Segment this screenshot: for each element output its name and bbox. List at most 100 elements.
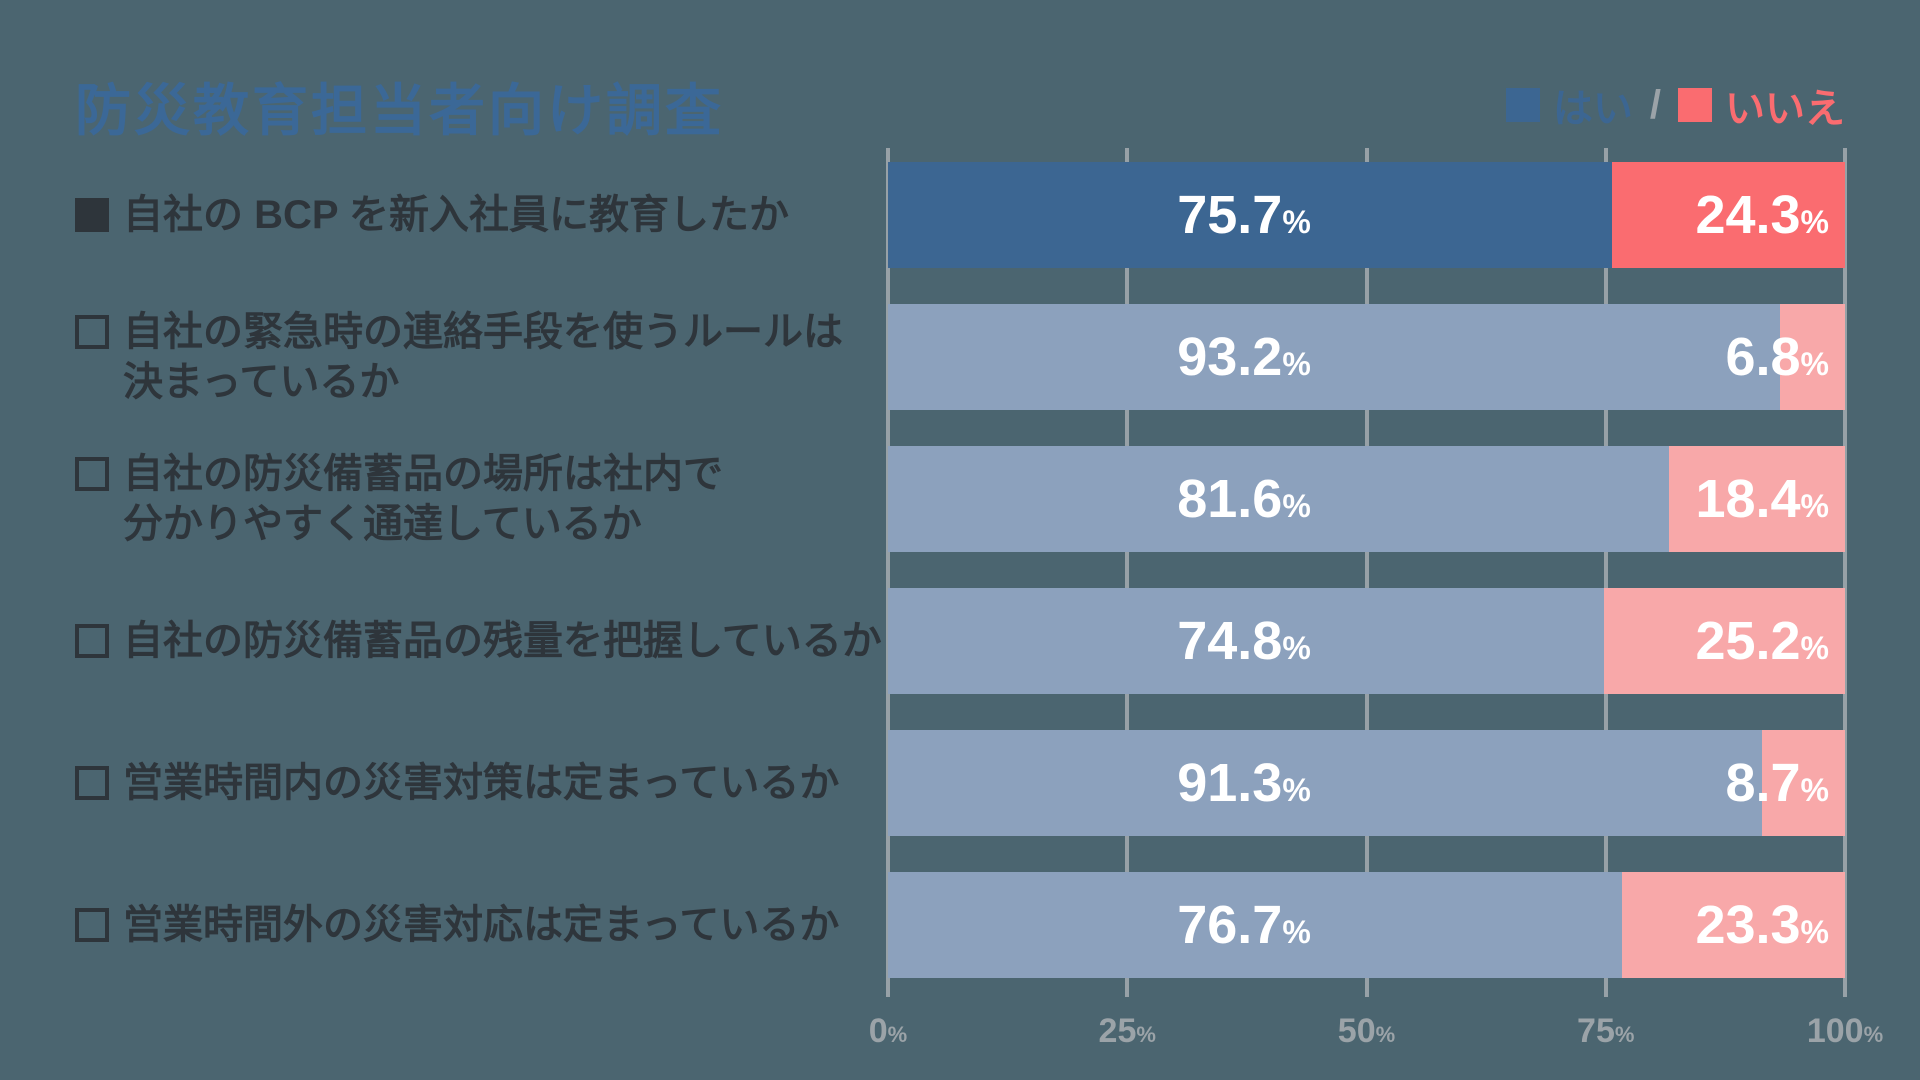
percent-suffix: % bbox=[1800, 204, 1829, 240]
percent-suffix: % bbox=[1282, 630, 1311, 666]
tick-number: 50 bbox=[1337, 1012, 1376, 1050]
no-value-label: 23.3% bbox=[1695, 872, 1829, 978]
bar-row-5: 91.3% 8.7% bbox=[888, 730, 1845, 836]
no-value-label: 8.7% bbox=[1725, 730, 1829, 836]
value-number: 18.4 bbox=[1695, 469, 1801, 529]
yes-value-label: 81.6% bbox=[1177, 446, 1311, 552]
no-value-label: 6.8% bbox=[1725, 304, 1829, 410]
value-number: 6.8 bbox=[1725, 327, 1801, 387]
legend-no-label: いいえ bbox=[1725, 87, 1845, 131]
yes-value-label: 93.2% bbox=[1177, 304, 1311, 410]
percent-suffix: % bbox=[1282, 346, 1311, 382]
no-segment bbox=[1779, 304, 1845, 410]
gridline-50 bbox=[1364, 148, 1369, 997]
tick-number: 100 bbox=[1806, 1012, 1864, 1050]
value-number: 23.3 bbox=[1695, 895, 1801, 955]
yes-value-label: 75.7% bbox=[1177, 162, 1311, 268]
question-text: 営業時間内の災害対策は定まっているか bbox=[123, 758, 839, 808]
yes-value-label: 91.3% bbox=[1177, 730, 1311, 836]
percent-suffix: % bbox=[1282, 914, 1311, 950]
question-text-line: 営業時間内の災害対策は定まっているか bbox=[123, 761, 840, 805]
bar-row-2: 93.2% 6.8% bbox=[888, 304, 1845, 410]
legend: はい / いいえ bbox=[1505, 76, 1845, 134]
no-segment bbox=[1612, 162, 1845, 268]
checkbox-filled-icon bbox=[75, 198, 109, 232]
gridline-75 bbox=[1603, 148, 1608, 997]
value-number: 93.2 bbox=[1177, 327, 1283, 387]
axis-tick-label-0: 0% bbox=[869, 1012, 907, 1051]
yes-segment bbox=[888, 304, 1780, 410]
percent-suffix: % bbox=[1800, 630, 1829, 666]
question-text: 自社の防災備蓄品の残量を把握しているか bbox=[123, 616, 882, 666]
page-title: 防災教育担当者向け調査 bbox=[75, 79, 724, 142]
value-number: 75.7 bbox=[1177, 185, 1283, 245]
question-text: 自社の緊急時の連絡手段を使うルールは 決まっているか bbox=[123, 307, 843, 407]
percent-suffix: % bbox=[1136, 1022, 1156, 1047]
yes-segment bbox=[888, 730, 1762, 836]
percent-suffix: % bbox=[1800, 914, 1829, 950]
checkbox-empty-icon bbox=[75, 624, 109, 658]
legend-yes-label: はい bbox=[1552, 87, 1633, 131]
percent-suffix: % bbox=[887, 1022, 908, 1047]
value-number: 24.3 bbox=[1695, 185, 1801, 245]
percent-suffix: % bbox=[1800, 772, 1829, 808]
percent-suffix: % bbox=[1282, 488, 1311, 524]
question-label-5: 営業時間内の災害対策は定まっているか bbox=[75, 758, 839, 808]
legend-no-swatch bbox=[1678, 88, 1712, 122]
value-number: 25.2 bbox=[1695, 611, 1801, 671]
value-number: 76.7 bbox=[1177, 895, 1283, 955]
legend-yes-swatch bbox=[1505, 88, 1540, 122]
yes-segment bbox=[888, 446, 1669, 552]
percent-suffix: % bbox=[1800, 488, 1829, 524]
percent-suffix: % bbox=[1282, 204, 1311, 240]
percent-suffix: % bbox=[1614, 1022, 1635, 1047]
question-text-line: 営業時間外の災害対応は定まっているか bbox=[123, 903, 840, 947]
question-text: 自社の BCP を新入社員に教育したか bbox=[123, 190, 789, 240]
value-number: 74.8 bbox=[1177, 611, 1283, 671]
yes-value-label: 76.7% bbox=[1177, 872, 1311, 978]
value-number: 81.6 bbox=[1177, 469, 1283, 529]
gridline-100 bbox=[1843, 148, 1847, 997]
yes-segment bbox=[888, 162, 1613, 268]
no-segment bbox=[1668, 446, 1845, 552]
axis-tick-label-100: 100% bbox=[1807, 1012, 1883, 1051]
question-text: 営業時間外の災害対応は定まっているか bbox=[123, 900, 839, 950]
bar-row-6: 76.7% 23.3% bbox=[888, 872, 1845, 978]
axis-tick-label-75: 75% bbox=[1577, 1012, 1634, 1051]
question-text-line: 決まっているか bbox=[123, 360, 400, 404]
yes-segment bbox=[888, 588, 1604, 694]
gridline-25 bbox=[1125, 148, 1130, 997]
value-number: 8.7 bbox=[1725, 753, 1801, 813]
axis-tick-label-25: 25% bbox=[1099, 1012, 1156, 1051]
checkbox-empty-icon bbox=[75, 457, 109, 491]
bar-row-4: 74.8% 25.2% bbox=[888, 588, 1845, 694]
question-text-line: 自社の BCP を新入社員に教育したか bbox=[123, 193, 789, 237]
tick-number: 25 bbox=[1098, 1012, 1137, 1050]
no-segment bbox=[1761, 730, 1845, 836]
checkbox-empty-icon bbox=[75, 315, 109, 349]
question-label-4: 自社の防災備蓄品の残量を把握しているか bbox=[75, 616, 882, 666]
percent-suffix: % bbox=[1282, 772, 1311, 808]
question-text-line: 分かりやすく通達しているか bbox=[123, 502, 642, 546]
checkbox-empty-icon bbox=[75, 766, 109, 800]
question-text-line: 自社の防災備蓄品の残量を把握しているか bbox=[123, 619, 882, 663]
question-label-1: 自社の BCP を新入社員に教育したか bbox=[75, 190, 789, 240]
yes-segment bbox=[888, 872, 1623, 978]
axis-tick-label-50: 50% bbox=[1338, 1012, 1395, 1051]
bar-chart-plot-area: 0% 25% 50% 75% 100% 75.7% 24.3% 93.2% 6.8% 81.6% 1… bbox=[869, 148, 1883, 1050]
no-value-label: 18.4% bbox=[1695, 446, 1829, 552]
tick-number: 75 bbox=[1577, 1012, 1615, 1050]
value-number: 91.3 bbox=[1177, 753, 1283, 813]
bar-row-1: 75.7% 24.3% bbox=[888, 162, 1845, 268]
yes-value-label: 74.8% bbox=[1177, 588, 1311, 694]
question-text-line: 自社の緊急時の連絡手段を使うルールは bbox=[123, 310, 843, 354]
no-value-label: 24.3% bbox=[1695, 162, 1829, 268]
question-text-line: 自社の防災備蓄品の場所は社内で bbox=[123, 452, 723, 496]
no-value-label: 25.2% bbox=[1695, 588, 1829, 694]
percent-suffix: % bbox=[1375, 1022, 1396, 1047]
no-segment bbox=[1622, 872, 1845, 978]
gridline-0 bbox=[886, 148, 890, 997]
question-label-3: 自社の防災備蓄品の場所は社内で 分かりやすく通達しているか bbox=[75, 449, 723, 549]
question-label-2: 自社の緊急時の連絡手段を使うルールは 決まっているか bbox=[75, 307, 843, 407]
checkbox-empty-icon bbox=[75, 908, 109, 942]
